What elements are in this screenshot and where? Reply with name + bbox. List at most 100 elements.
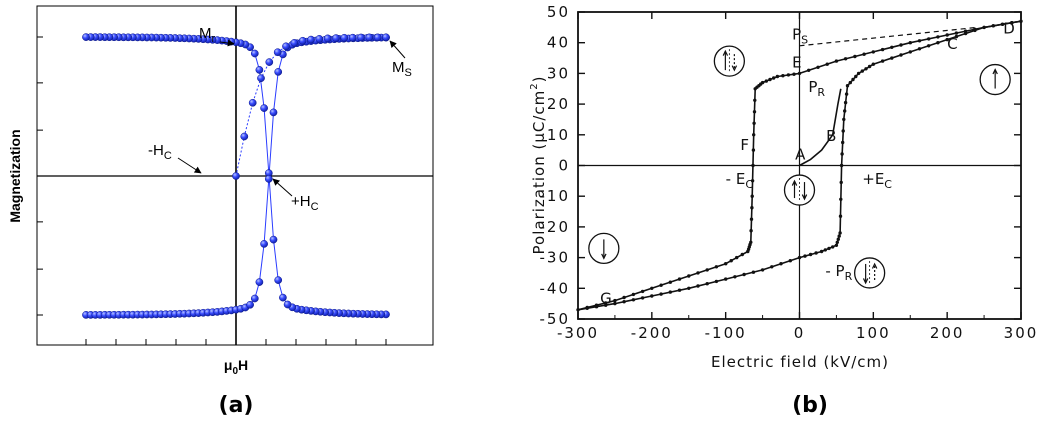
chart-b-point bbox=[831, 245, 835, 249]
chart-b-point bbox=[714, 265, 719, 269]
chart-b-point bbox=[864, 67, 868, 71]
chart-b-point bbox=[640, 289, 645, 294]
chart-b-point bbox=[770, 265, 774, 269]
chart-b-point bbox=[982, 25, 986, 30]
chart-b-point bbox=[724, 277, 728, 281]
chart-b-label-nec: - EC bbox=[726, 170, 754, 191]
chart-b-point bbox=[753, 98, 757, 103]
chart-b-point bbox=[860, 69, 864, 73]
chart-b-point bbox=[843, 109, 847, 113]
chart-b-point bbox=[650, 294, 654, 298]
chart-b-point bbox=[797, 71, 802, 76]
chart-b: -300 -200 -100 0 100 200 300-50-40-30-20-10010… bbox=[529, 3, 1036, 418]
chart-a-annotations: Mr MS -HC +HC bbox=[148, 25, 412, 213]
chart-b-point bbox=[724, 262, 728, 266]
chart-b-point bbox=[927, 44, 931, 48]
domain-up-icon bbox=[979, 63, 1011, 96]
chart-b-point bbox=[705, 268, 709, 272]
chart-a-point bbox=[255, 278, 264, 286]
chart-b-point bbox=[659, 292, 663, 296]
chart-b-point bbox=[834, 59, 839, 63]
chart-b-point bbox=[772, 76, 776, 80]
chart-b-point bbox=[696, 271, 700, 275]
chart-b-point bbox=[604, 303, 608, 307]
chart-b-point bbox=[838, 214, 843, 218]
chart-b-point bbox=[841, 129, 845, 133]
chart-b-point bbox=[936, 35, 940, 39]
chart-b-xtick-label: -300 bbox=[557, 324, 599, 342]
chart-b-point bbox=[705, 282, 709, 286]
chart-b-point bbox=[880, 59, 885, 63]
chart-b-point bbox=[775, 74, 780, 79]
chart-b-point bbox=[751, 270, 756, 274]
chart-a-xlabel: μ0H bbox=[224, 357, 248, 377]
chart-b-point bbox=[963, 31, 968, 36]
chart-a-point bbox=[248, 98, 257, 107]
chart-a-point bbox=[255, 66, 264, 74]
chart-b-point bbox=[927, 37, 931, 41]
chart-a-point bbox=[260, 240, 268, 248]
chart-b-point bbox=[753, 87, 757, 91]
chart-b-point bbox=[899, 43, 903, 47]
chart-b-point bbox=[862, 52, 866, 56]
chart-b-ylabel: Polarization (μC/cm2) bbox=[529, 76, 548, 255]
chart-b-label-ps: PS bbox=[792, 26, 808, 47]
chart-a-point bbox=[250, 294, 259, 303]
chart-a: Mr MS -HC +HC Magnetization μ0H (a) bbox=[7, 5, 434, 418]
domains-mixed-up-icon bbox=[713, 45, 746, 77]
chart-b-point bbox=[908, 41, 912, 45]
chart-a-point bbox=[283, 300, 292, 309]
chart-b-xtick-label: 100 bbox=[856, 324, 891, 342]
chart-a-label-ms: MS bbox=[392, 59, 412, 79]
chart-b-label-f: F bbox=[740, 136, 749, 154]
chart-b-point bbox=[764, 79, 768, 83]
chart-b-point bbox=[835, 240, 839, 244]
chart-b-point bbox=[839, 180, 843, 185]
chart-a-point bbox=[279, 293, 287, 302]
chart-b-point bbox=[917, 39, 922, 43]
chart-b-point bbox=[842, 117, 846, 122]
chart-b-point bbox=[668, 280, 672, 284]
chart-b-point bbox=[696, 284, 700, 288]
chart-b-point bbox=[844, 92, 849, 96]
chart-b-xtick-label: 0 bbox=[794, 324, 806, 342]
chart-b-point bbox=[659, 283, 663, 287]
chart-b-point bbox=[825, 62, 829, 66]
chart-a-point bbox=[260, 104, 268, 112]
chart-b-point bbox=[841, 140, 845, 145]
chart-a-label-neg-hc: -HC bbox=[148, 142, 172, 162]
chart-b-point bbox=[827, 246, 831, 251]
chart-b-point bbox=[622, 295, 626, 300]
chart-b-point bbox=[836, 237, 840, 241]
chart-a-point bbox=[232, 172, 240, 180]
chart-b-point bbox=[838, 231, 842, 235]
chart-a-point bbox=[307, 35, 315, 44]
chart-b-ytick-label: 20 bbox=[547, 95, 570, 113]
chart-b-xlabel: Electric field (kV/cm) bbox=[711, 353, 889, 371]
chart-b-point bbox=[768, 77, 772, 82]
chart-a-point bbox=[298, 36, 307, 45]
chart-b-point bbox=[631, 292, 636, 297]
chart-a-point bbox=[340, 33, 349, 42]
domains-mixed-icon bbox=[783, 174, 816, 206]
chart-b-point bbox=[788, 259, 792, 263]
chart-a-point bbox=[323, 34, 332, 43]
chart-a-point bbox=[332, 34, 340, 42]
chart-a-point bbox=[274, 276, 283, 284]
chart-b-point bbox=[613, 298, 617, 303]
chart-b-point bbox=[677, 288, 682, 292]
chart-b-point bbox=[871, 62, 875, 66]
chart-b-point bbox=[742, 272, 746, 277]
chart-b-point bbox=[594, 305, 599, 309]
chart-b-point bbox=[954, 31, 959, 35]
chart-b-point bbox=[714, 279, 719, 284]
chart-a-point bbox=[357, 33, 365, 42]
chart-b-label-a: A bbox=[795, 145, 806, 163]
chart-b-point bbox=[853, 54, 857, 59]
chart-b-point bbox=[848, 80, 852, 85]
chart-b-annotations: PS E PR B A F - EC +EC - PR C D G bbox=[600, 19, 1015, 307]
chart-b-point bbox=[786, 73, 791, 77]
chart-b-point bbox=[752, 121, 756, 126]
chart-b-ytick-label: 30 bbox=[547, 64, 570, 82]
